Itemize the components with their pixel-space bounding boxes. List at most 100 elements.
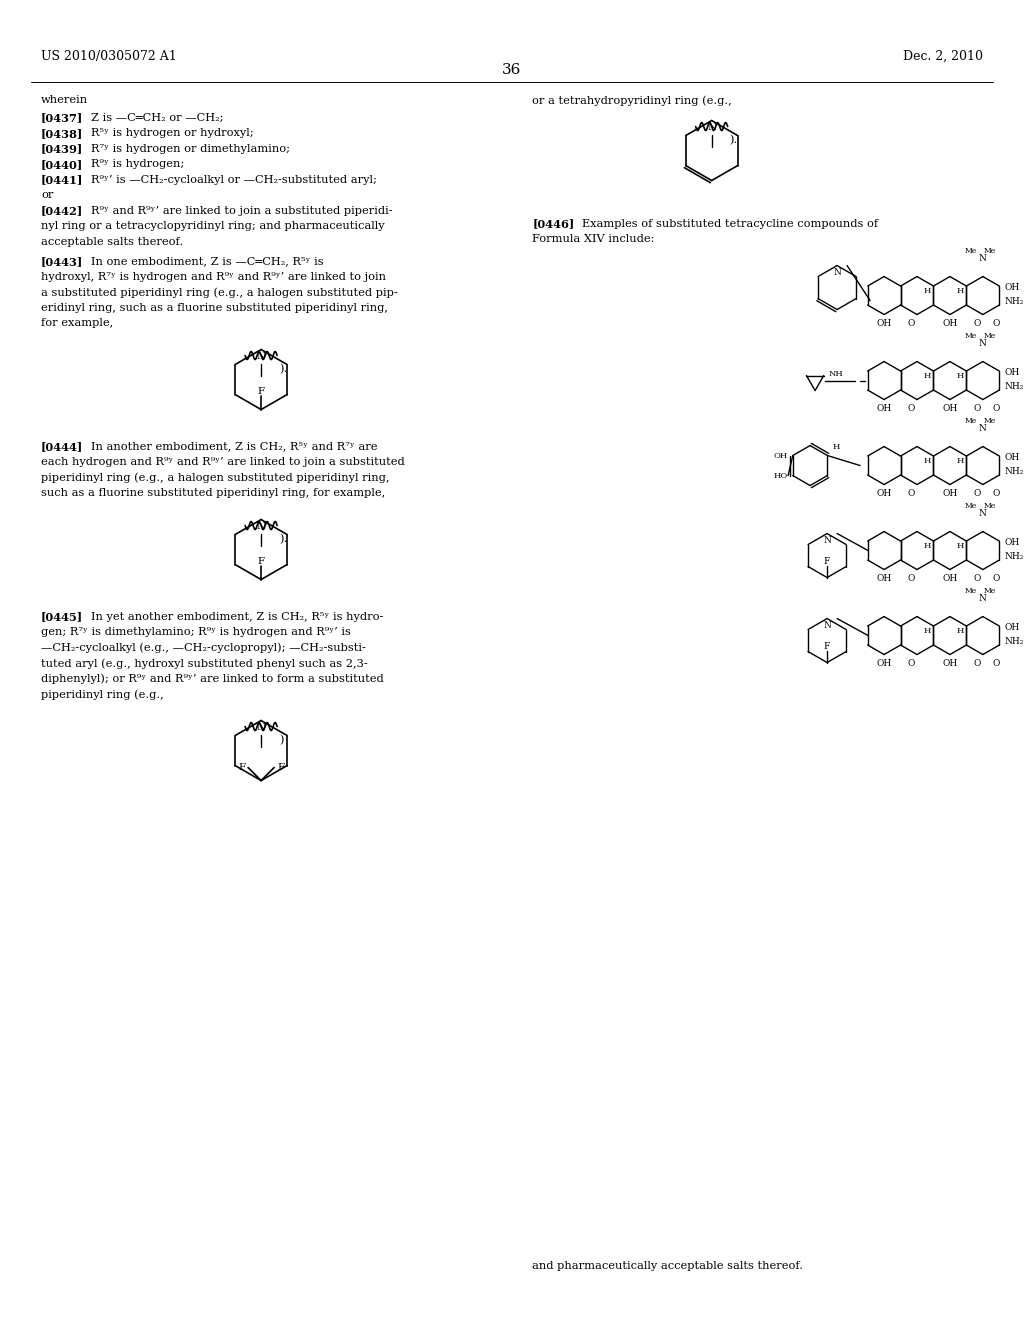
Text: O: O <box>974 659 981 668</box>
Text: [0445]: [0445] <box>41 611 83 623</box>
Text: O: O <box>992 404 999 413</box>
Text: H: H <box>924 541 931 549</box>
Text: Dec. 2, 2010: Dec. 2, 2010 <box>903 50 983 63</box>
Text: OH: OH <box>942 488 957 498</box>
Text: O: O <box>992 488 999 498</box>
Text: ).: ). <box>280 364 288 375</box>
Text: NH: NH <box>828 370 843 378</box>
Text: N: N <box>979 508 987 517</box>
Text: H: H <box>956 541 964 549</box>
Text: and pharmaceutically acceptable salts thereof.: and pharmaceutically acceptable salts th… <box>532 1261 804 1271</box>
Text: such as a fluorine substituted piperidinyl ring, for example,: such as a fluorine substituted piperidin… <box>41 488 385 498</box>
Text: [0438]: [0438] <box>41 128 83 139</box>
Text: [0440]: [0440] <box>41 158 83 170</box>
Text: H: H <box>924 371 931 380</box>
Text: Me: Me <box>984 247 996 255</box>
Text: Z is —C═CH₂ or —CH₂;: Z is —C═CH₂ or —CH₂; <box>91 112 223 123</box>
Text: or: or <box>41 190 53 201</box>
Text: H: H <box>956 457 964 465</box>
Text: US 2010/0305072 A1: US 2010/0305072 A1 <box>41 50 177 63</box>
Text: piperidinyl ring (e.g.,: piperidinyl ring (e.g., <box>41 689 164 700</box>
Text: O: O <box>974 573 981 582</box>
Text: NH₂: NH₂ <box>1005 552 1024 561</box>
Text: wherein: wherein <box>41 95 88 106</box>
Text: Examples of substituted tetracycline compounds of: Examples of substituted tetracycline com… <box>583 219 879 228</box>
Text: H: H <box>924 286 931 294</box>
Text: Me: Me <box>965 586 977 594</box>
Text: O: O <box>907 573 915 582</box>
Text: N: N <box>257 521 265 531</box>
Text: H: H <box>956 627 964 635</box>
Text: O: O <box>907 318 915 327</box>
Text: Me: Me <box>965 247 977 255</box>
Text: ).: ). <box>730 136 738 145</box>
Text: or a tetrahydropyridinyl ring (e.g.,: or a tetrahydropyridinyl ring (e.g., <box>532 95 732 106</box>
Text: Me: Me <box>984 586 996 594</box>
Text: OH: OH <box>877 488 892 498</box>
Text: ).: ). <box>280 535 288 545</box>
Text: N: N <box>979 424 987 433</box>
Text: OH: OH <box>942 659 957 668</box>
Text: N: N <box>257 722 265 731</box>
Text: H: H <box>924 457 931 465</box>
Text: HO: HO <box>774 471 788 479</box>
Text: O: O <box>907 488 915 498</box>
Text: tuted aryl (e.g., hydroxyl substituted phenyl such as 2,3-: tuted aryl (e.g., hydroxyl substituted p… <box>41 659 368 669</box>
Text: NH₂: NH₂ <box>1005 467 1024 475</box>
Text: [0443]: [0443] <box>41 256 83 267</box>
Text: [0441]: [0441] <box>41 174 83 186</box>
Text: OH: OH <box>877 318 892 327</box>
Text: H: H <box>956 371 964 380</box>
Text: OH: OH <box>1005 623 1020 632</box>
Text: O: O <box>974 488 981 498</box>
Text: OH: OH <box>942 573 957 582</box>
Text: R⁹ʸ and R⁹ʸ’ are linked to join a substituted piperidi-: R⁹ʸ and R⁹ʸ’ are linked to join a substi… <box>91 206 392 215</box>
Text: Me: Me <box>965 417 977 425</box>
Text: 36: 36 <box>503 63 521 78</box>
Text: for example,: for example, <box>41 318 114 329</box>
Text: NH₂: NH₂ <box>1005 636 1024 645</box>
Text: F: F <box>258 387 264 396</box>
Text: OH: OH <box>1005 284 1020 293</box>
Text: O: O <box>992 318 999 327</box>
Text: F: F <box>258 557 264 565</box>
Text: Me: Me <box>965 502 977 510</box>
Text: piperidinyl ring (e.g., a halogen substituted piperidinyl ring,: piperidinyl ring (e.g., a halogen substi… <box>41 473 389 483</box>
Text: a substituted piperidinyl ring (e.g., a halogen substituted pip-: a substituted piperidinyl ring (e.g., a … <box>41 286 397 297</box>
Text: H: H <box>833 442 840 450</box>
Text: OH: OH <box>1005 539 1020 548</box>
Text: each hydrogen and R⁹ʸ and R⁹ʸ’ are linked to join a substituted: each hydrogen and R⁹ʸ and R⁹ʸ’ are linke… <box>41 457 404 467</box>
Text: In one embodiment, Z is —C═CH₂, R⁵ʸ is: In one embodiment, Z is —C═CH₂, R⁵ʸ is <box>91 256 324 267</box>
Text: F: F <box>238 763 245 772</box>
Text: N: N <box>979 338 987 347</box>
Text: —CH₂-cycloalkyl (e.g., —CH₂-cyclopropyl); —CH₂-substi-: —CH₂-cycloalkyl (e.g., —CH₂-cyclopropyl)… <box>41 643 366 653</box>
Text: OH: OH <box>1005 454 1020 462</box>
Text: NH₂: NH₂ <box>1005 297 1024 306</box>
Text: acceptable salts thereof.: acceptable salts thereof. <box>41 236 183 247</box>
Text: OH: OH <box>942 318 957 327</box>
Text: F: F <box>278 763 285 772</box>
Text: R⁹ʸ’ is —CH₂-cycloalkyl or —CH₂-substituted aryl;: R⁹ʸ’ is —CH₂-cycloalkyl or —CH₂-substitu… <box>91 174 377 185</box>
Text: F: F <box>824 557 830 565</box>
Text: ): ) <box>280 735 284 746</box>
Text: O: O <box>974 318 981 327</box>
Text: OH: OH <box>942 404 957 413</box>
Text: O: O <box>974 404 981 413</box>
Text: [0442]: [0442] <box>41 206 83 216</box>
Text: R⁷ʸ is hydrogen or dimethylamino;: R⁷ʸ is hydrogen or dimethylamino; <box>91 144 290 153</box>
Text: OH: OH <box>877 573 892 582</box>
Text: OH: OH <box>877 659 892 668</box>
Text: H: H <box>924 627 931 635</box>
Text: F: F <box>824 642 830 651</box>
Text: N: N <box>834 268 841 277</box>
Text: In yet another embodiment, Z is CH₂, R⁵ʸ is hydro-: In yet another embodiment, Z is CH₂, R⁵ʸ… <box>91 611 383 622</box>
Text: hydroxyl, R⁷ʸ is hydrogen and R⁹ʸ and R⁹ʸ’ are linked to join: hydroxyl, R⁷ʸ is hydrogen and R⁹ʸ and R⁹… <box>41 272 386 281</box>
Text: H: H <box>956 286 964 294</box>
Text: [0444]: [0444] <box>41 441 83 453</box>
Text: OH: OH <box>1005 368 1020 378</box>
Text: [0446]: [0446] <box>532 219 574 230</box>
Text: Me: Me <box>984 331 996 339</box>
Text: N: N <box>979 594 987 602</box>
Text: diphenylyl); or R⁹ʸ and R⁹ʸ’ are linked to form a substituted: diphenylyl); or R⁹ʸ and R⁹ʸ’ are linked … <box>41 673 384 684</box>
Text: [0437]: [0437] <box>41 112 83 124</box>
